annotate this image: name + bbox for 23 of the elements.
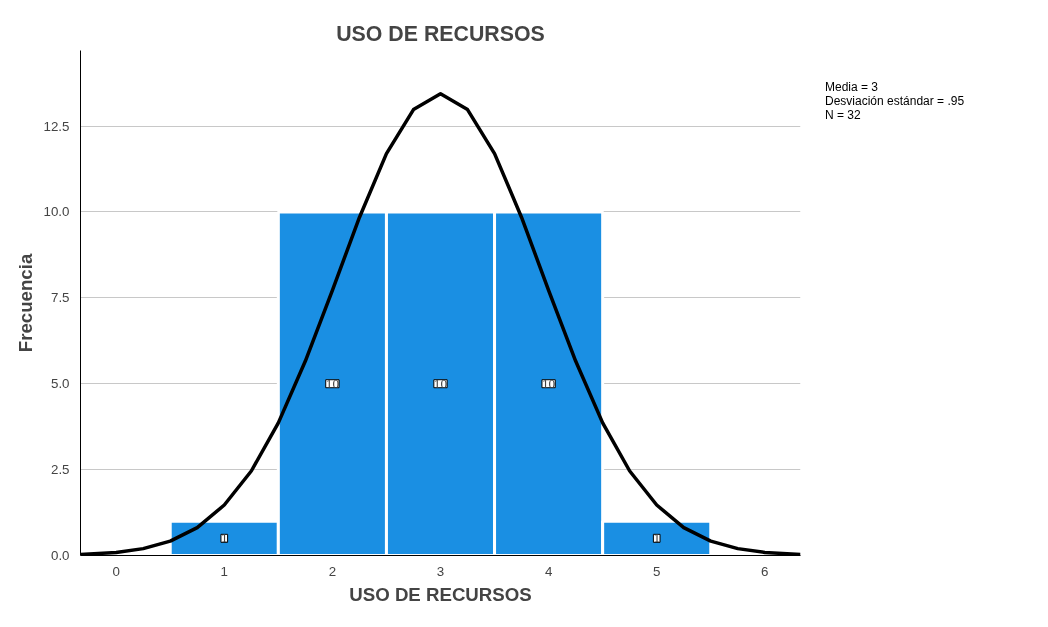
text: N = 32	[825, 108, 862, 122]
y-tick-label: 0.0	[50, 548, 70, 563]
x-tick-label: 3	[436, 563, 445, 579]
data-label: 10	[541, 375, 556, 391]
data-label: 1	[653, 530, 661, 546]
x-tick-label: 5	[653, 563, 661, 579]
text: Desviación estándar = .95	[825, 94, 965, 108]
data-label: 1	[220, 530, 228, 546]
text: Media = 3	[825, 80, 880, 94]
x-tick-label: 0	[112, 563, 120, 579]
chart-title: USO DE RECURSOS	[336, 21, 545, 46]
x-tick-label: 6	[761, 563, 769, 579]
y-tick-label: 2.5	[50, 462, 70, 478]
y-axis-title: Frecuencia	[14, 253, 36, 353]
y-tick-label: 7.5	[50, 290, 70, 306]
x-tick-label: 2	[328, 563, 337, 579]
x-tick-label: 1	[220, 563, 228, 579]
y-tick-label: 12.5	[43, 118, 70, 134]
x-tick-label: 4	[544, 563, 553, 579]
x-axis-title: USO DE RECURSOS	[349, 583, 532, 605]
y-tick-label: 5.0	[50, 376, 70, 392]
y-tick-label: 10.0	[43, 204, 70, 220]
data-label: 10	[433, 375, 448, 391]
